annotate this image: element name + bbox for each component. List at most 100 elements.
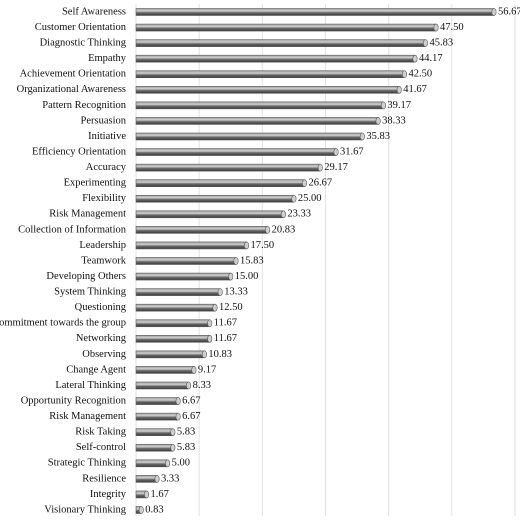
value-label: 11.67: [214, 333, 237, 344]
value-label: 23.33: [287, 209, 311, 220]
bar: [135, 288, 221, 296]
category-label: Initiative: [88, 131, 126, 142]
value-label: 8.33: [193, 380, 211, 391]
value-label: 56.67: [498, 6, 520, 17]
bar-cap: [165, 459, 171, 468]
bar-cap: [170, 428, 176, 436]
bar-cap: [422, 39, 428, 47]
bar-cap: [301, 179, 307, 187]
category-label: Empathy: [88, 53, 127, 64]
category-label: Lateral Thinking: [55, 380, 126, 391]
bar-cap: [228, 272, 234, 281]
bar: [135, 459, 168, 468]
value-label: 5.00: [172, 458, 190, 469]
category-label: Change Agent: [66, 364, 126, 375]
category-label: Customer Orientation: [35, 22, 127, 33]
bar-cap: [412, 54, 418, 63]
value-label: 5.83: [177, 427, 195, 438]
category-label: Questioning: [75, 302, 127, 313]
category-label: Flexibility: [82, 193, 127, 204]
category-label: Experimenting: [64, 178, 127, 189]
bar-cap: [380, 101, 386, 110]
bar: [135, 350, 205, 359]
bar: [135, 443, 174, 452]
bar: [135, 272, 232, 281]
bar-cap: [170, 443, 176, 452]
bar: [135, 381, 189, 390]
bar-cap: [201, 350, 207, 359]
bar: [135, 148, 337, 156]
bar: [135, 412, 179, 421]
value-label: 38.33: [382, 115, 406, 126]
bar-cap: [375, 117, 381, 125]
category-label: Commitment towards the group: [0, 318, 126, 329]
value-label: 25.00: [298, 193, 322, 204]
bar: [135, 366, 195, 374]
bar-cap: [244, 241, 250, 250]
bar-cap: [217, 288, 223, 296]
value-label: 6.67: [182, 395, 200, 406]
value-label: 29.17: [324, 162, 348, 173]
bar-cap: [433, 23, 439, 32]
bar: [135, 70, 405, 79]
value-label: 47.50: [440, 22, 464, 33]
category-label: Developing Others: [46, 271, 126, 282]
category-label: Risk Taking: [75, 427, 126, 438]
bar: [135, 241, 247, 250]
value-label: 1.67: [151, 489, 169, 500]
category-label: Self Awareness: [62, 6, 126, 17]
category-label: Risk Management: [49, 411, 126, 422]
category-label: Self-control: [76, 442, 126, 453]
bar: [135, 132, 363, 141]
value-label: 39.17: [387, 100, 411, 111]
bar-cap: [154, 475, 160, 483]
category-label: Networking: [76, 333, 127, 344]
plot-area: Self Awareness 56.67 Customer Orientation 4…: [0, 6, 520, 515]
category-label: Observing: [82, 349, 126, 360]
category-label: Achievement Orientation: [20, 69, 127, 80]
category-label: Visionary Thinking: [44, 504, 126, 515]
value-label: 15.83: [240, 255, 264, 266]
bar-cap: [396, 86, 402, 94]
value-label: 26.67: [308, 178, 332, 189]
bar-cap: [491, 8, 497, 16]
value-label: 31.67: [340, 146, 364, 157]
bar: [135, 303, 216, 312]
bar-cap: [233, 257, 239, 265]
bar: [135, 23, 437, 32]
bar: [135, 8, 495, 16]
bar-cap: [175, 397, 181, 405]
bar: [135, 39, 426, 47]
bar-cap: [175, 412, 181, 421]
category-label: Persuasion: [81, 115, 127, 126]
value-label: 13.33: [224, 287, 248, 298]
bar-cap: [280, 210, 286, 219]
category-label: Opportunity Recognition: [21, 395, 127, 406]
bar: [135, 54, 416, 63]
bar: [135, 194, 295, 203]
bar-cap: [291, 194, 297, 203]
category-label: Resilience: [82, 473, 126, 484]
value-label: 42.50: [408, 69, 432, 80]
bar-cap: [186, 381, 192, 390]
bar-cap: [359, 132, 365, 141]
category-label: Teamwork: [81, 255, 126, 266]
bar-cap: [207, 319, 213, 328]
bar: [135, 210, 284, 219]
bar-cap: [317, 163, 323, 172]
value-label: 12.50: [219, 302, 243, 313]
bar: [135, 335, 211, 343]
category-label: Risk Management: [49, 209, 126, 220]
bar-cap: [191, 366, 197, 374]
bar: [135, 117, 379, 125]
category-label: Strategic Thinking: [48, 458, 127, 469]
bar-cap: [265, 226, 271, 234]
bar-cap: [207, 335, 213, 343]
value-label: 9.17: [198, 364, 216, 375]
value-label: 41.67: [403, 84, 427, 95]
value-label: 35.83: [366, 131, 390, 142]
category-label: System Thinking: [54, 287, 127, 298]
bar: [135, 475, 158, 483]
value-label: 11.67: [214, 318, 237, 329]
